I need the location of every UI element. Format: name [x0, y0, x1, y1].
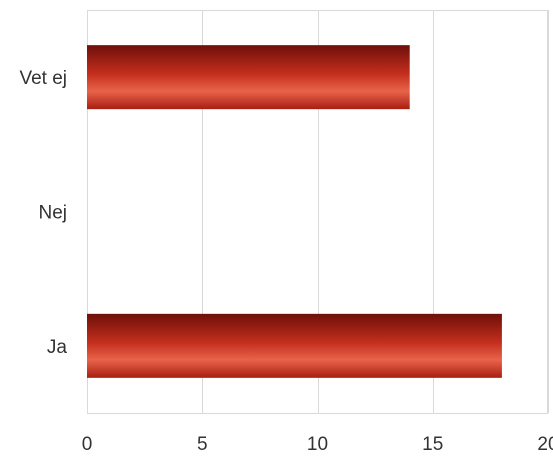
category-labels: Vet ej Nej Ja: [19, 68, 67, 358]
category-label: Nej: [38, 203, 67, 224]
x-tick-label: 10: [307, 434, 328, 455]
category-label: Vet ej: [19, 68, 67, 89]
x-tick-label: 5: [197, 434, 208, 455]
x-tick-label: 15: [422, 434, 443, 455]
bar: [87, 313, 502, 378]
bars: [87, 45, 502, 378]
category-label: Ja: [47, 337, 68, 358]
bar: [87, 45, 410, 110]
x-tick-label: 0: [82, 434, 93, 455]
x-tick-labels: 0 5 10 15 20: [82, 434, 553, 455]
x-tick-label: 20: [537, 434, 553, 455]
